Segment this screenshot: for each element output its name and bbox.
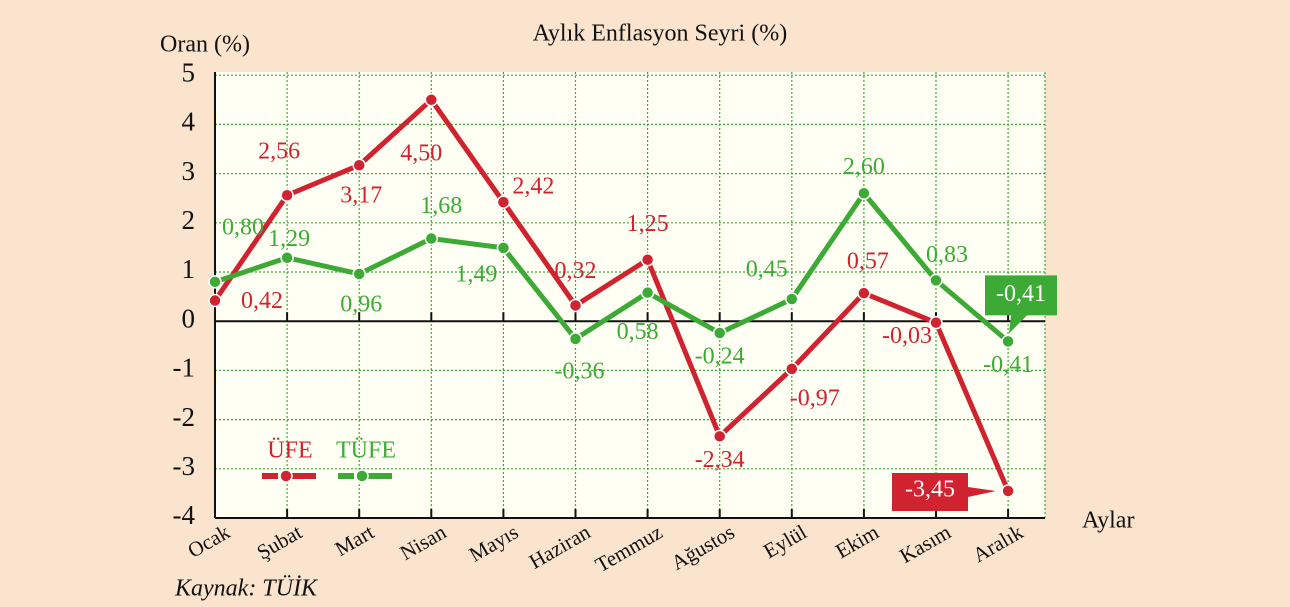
x-tick-label: Nisan: [396, 519, 451, 565]
data-point: [712, 429, 727, 444]
chart-title: Aylık Enflasyon Seyri (%): [533, 21, 787, 47]
data-point: [208, 293, 222, 308]
x-axis-label: Aylar: [1082, 508, 1134, 534]
y-tick-label: -2: [173, 402, 196, 432]
data-label: 3,17: [340, 183, 382, 209]
series-line: [214, 190, 1010, 344]
x-tick-label: Ekim: [831, 520, 882, 564]
y-tick-label: 2: [182, 205, 196, 235]
x-tick-label: Temmuz: [591, 520, 666, 577]
y-axis-label: Oran (%): [160, 32, 250, 58]
data-label: 2,60: [843, 154, 885, 180]
data-label: -0,24: [695, 344, 745, 370]
data-label: 2,56: [258, 139, 300, 165]
legend-marker: [355, 469, 369, 483]
data-point: [568, 298, 583, 313]
y-tick-label: -4: [173, 500, 196, 530]
data-label: -0,03: [882, 323, 932, 349]
x-tick-label: Haziran: [525, 519, 595, 573]
legend-label: ÜFE: [267, 438, 312, 464]
data-label: 0,45: [746, 257, 788, 283]
data-point: [712, 326, 727, 340]
data-point: [208, 275, 222, 289]
y-tick-label: -1: [173, 353, 196, 383]
x-tick-label: Ağustos: [667, 520, 739, 575]
data-label: 1,68: [420, 193, 462, 219]
callout-label: -0,41: [996, 281, 1046, 307]
callout-box: [892, 472, 996, 511]
data-label: 0,42: [241, 288, 283, 314]
legend-label: TÜFE: [336, 438, 396, 464]
series-line: [212, 97, 1011, 492]
data-label: 1,25: [627, 211, 669, 237]
data-point: [640, 252, 655, 267]
y-tick-label: 4: [182, 107, 196, 137]
data-label: -2,34: [695, 447, 745, 473]
data-label: 2,42: [512, 174, 554, 200]
source-note: Kaynak: TÜİK: [174, 576, 319, 602]
y-tick-label: -3: [173, 451, 196, 481]
data-label: -0,36: [555, 358, 605, 384]
x-tick-label: Şubat: [253, 520, 307, 565]
data-label: 0,80: [222, 214, 264, 240]
data-point: [424, 93, 439, 107]
callout-box: [985, 275, 1057, 334]
data-point: [568, 332, 583, 346]
x-tick-label: Mayıs: [465, 520, 522, 567]
data-point: [857, 186, 871, 201]
y-tick-label: 0: [182, 303, 196, 333]
data-point: [280, 250, 294, 265]
data-label: 0,83: [926, 242, 968, 268]
legend-marker: [279, 469, 293, 483]
x-tick-label: Kasım: [895, 520, 954, 568]
data-label: 1,49: [455, 261, 497, 287]
data-label: 0,32: [555, 258, 597, 284]
data-point: [929, 315, 943, 330]
data-point: [496, 241, 511, 255]
data-point: [496, 195, 511, 209]
data-point: [929, 273, 943, 288]
x-tick-label: Eylül: [759, 520, 811, 564]
x-tick-label: Aralık: [969, 519, 1028, 567]
data-label: 0,58: [617, 319, 659, 345]
data-label: -0,97: [790, 385, 840, 411]
data-point: [1001, 484, 1015, 498]
data-point: [352, 158, 366, 172]
x-tick-label: Mart: [331, 520, 378, 561]
plot-area: [215, 72, 1045, 518]
data-label: -0,41: [983, 352, 1033, 378]
y-tick-label: 5: [182, 57, 196, 87]
data-label: 0,96: [340, 291, 382, 317]
data-point: [280, 188, 294, 202]
data-point: [424, 231, 439, 246]
y-tick-label: 3: [182, 156, 196, 186]
data-point: [352, 267, 366, 281]
data-point: [640, 285, 655, 300]
data-point: [1001, 334, 1015, 349]
data-point: [857, 286, 871, 300]
data-label: 0,57: [847, 249, 889, 275]
data-label: 4,50: [400, 140, 442, 166]
y-tick-label: 1: [182, 254, 196, 284]
data-point: [785, 362, 799, 376]
data-point: [785, 292, 799, 306]
callout-label: -3,45: [905, 476, 955, 502]
data-label: 1,29: [268, 226, 310, 252]
